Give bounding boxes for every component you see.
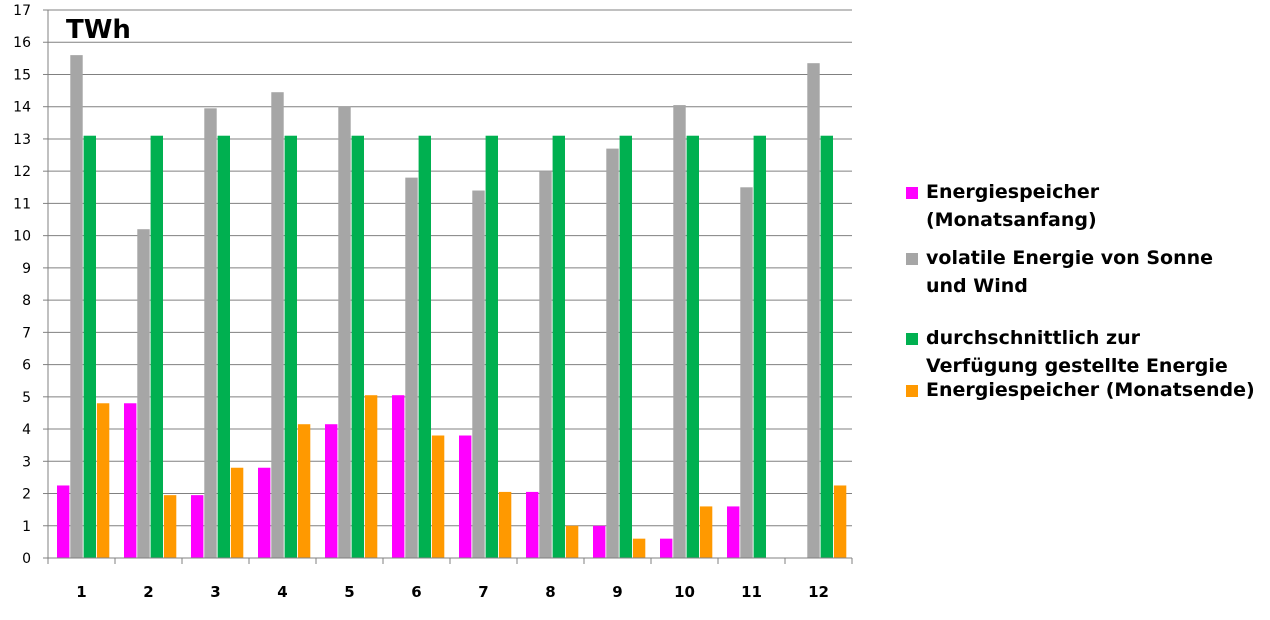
legend-label: Energiespeicher (Monatsende)	[926, 379, 1255, 401]
bar	[807, 63, 820, 559]
bar	[405, 177, 418, 558]
legend-label: volatile Energie von Sonne und Wind	[926, 247, 1214, 297]
bar	[660, 538, 673, 558]
bar	[820, 135, 833, 558]
legend-swatch	[906, 385, 918, 397]
bar	[338, 106, 351, 559]
axes	[47, 10, 853, 564]
bar	[163, 495, 177, 558]
x-tick-label: 4	[277, 583, 287, 601]
bar	[485, 135, 498, 558]
bar	[686, 135, 699, 558]
x-tick-label: 10	[674, 583, 695, 601]
unit-label: TWh	[66, 15, 131, 45]
bar	[364, 395, 378, 558]
bar	[137, 229, 150, 558]
bar	[258, 467, 271, 558]
bar	[498, 491, 512, 558]
legend-item: durchschnittlich zur Verfügung gestellte…	[906, 324, 1256, 380]
bar	[325, 424, 338, 558]
bar	[673, 105, 686, 558]
legend-swatch	[906, 333, 918, 345]
y-tick-label: 13	[13, 132, 31, 148]
x-tick-label: 2	[143, 583, 153, 601]
bar	[351, 135, 364, 558]
bar	[150, 135, 163, 558]
bar	[230, 467, 244, 558]
y-tick-label: 15	[13, 67, 31, 83]
legend-item: Energiespeicher (Monatsanfang)	[906, 178, 1256, 234]
bar	[124, 403, 137, 558]
bar	[727, 506, 740, 558]
bar	[619, 135, 632, 558]
bar	[833, 485, 847, 558]
bar	[392, 395, 405, 558]
bar	[57, 485, 70, 558]
bar	[191, 495, 204, 558]
x-tick-label: 12	[808, 583, 829, 601]
x-tick-label: 1	[76, 583, 86, 601]
bar	[284, 135, 297, 558]
bar	[526, 491, 539, 558]
y-tick-label: 17	[13, 3, 31, 19]
bar	[459, 435, 472, 558]
y-tick-label: 8	[22, 293, 31, 309]
bar	[593, 525, 606, 558]
legend-label: durchschnittlich zur Verfügung gestellte…	[926, 327, 1228, 377]
y-tick-label: 0	[22, 551, 31, 567]
y-tick-label: 1	[22, 519, 31, 535]
gridlines	[43, 9, 852, 559]
y-tick-label: 5	[22, 390, 31, 406]
bar	[472, 190, 485, 559]
bar	[753, 135, 766, 558]
legend-item: volatile Energie von Sonne und Wind	[906, 244, 1256, 300]
bar	[271, 92, 284, 558]
legend-swatch	[906, 253, 918, 265]
bar	[632, 538, 646, 558]
x-tick-label: 5	[344, 583, 354, 601]
x-tick-label: 3	[210, 583, 220, 601]
bar	[740, 187, 753, 558]
bar	[70, 55, 83, 558]
bars	[57, 55, 847, 559]
x-tick-label: 7	[478, 583, 488, 601]
bar	[552, 135, 565, 558]
bar	[539, 171, 552, 559]
y-tick-label: 14	[13, 100, 31, 116]
bar	[217, 135, 230, 558]
bar	[431, 435, 445, 558]
legend-label: Energiespeicher (Monatsanfang)	[926, 181, 1100, 231]
y-tick-label: 10	[13, 229, 31, 245]
x-tick-label: 6	[411, 583, 421, 601]
y-tick-label: 7	[22, 325, 31, 341]
y-tick-label: 3	[22, 454, 31, 470]
x-tick-label: 11	[741, 583, 762, 601]
legend-swatch	[906, 187, 918, 199]
bar	[83, 135, 96, 558]
x-tick-label: 9	[612, 583, 622, 601]
x-tick-label: 8	[545, 583, 555, 601]
y-tick-label: 6	[22, 358, 31, 374]
y-tick-label: 9	[22, 261, 31, 277]
y-tick-label: 16	[13, 35, 31, 51]
legend-item: Energiespeicher (Monatsende)	[906, 376, 1256, 404]
bar	[96, 403, 110, 558]
bar	[418, 135, 431, 558]
y-tick-label: 12	[13, 164, 31, 180]
y-tick-label: 11	[13, 196, 31, 212]
y-tick-label: 4	[22, 422, 31, 438]
bar	[699, 506, 713, 558]
y-tick-label: 2	[22, 487, 31, 503]
x-tick-labels: 1 2 3 4 5 6 7 8 9 10 11 12	[76, 583, 829, 601]
bar	[606, 148, 619, 559]
bar	[565, 525, 579, 558]
bar	[204, 108, 217, 558]
bar	[297, 424, 311, 558]
